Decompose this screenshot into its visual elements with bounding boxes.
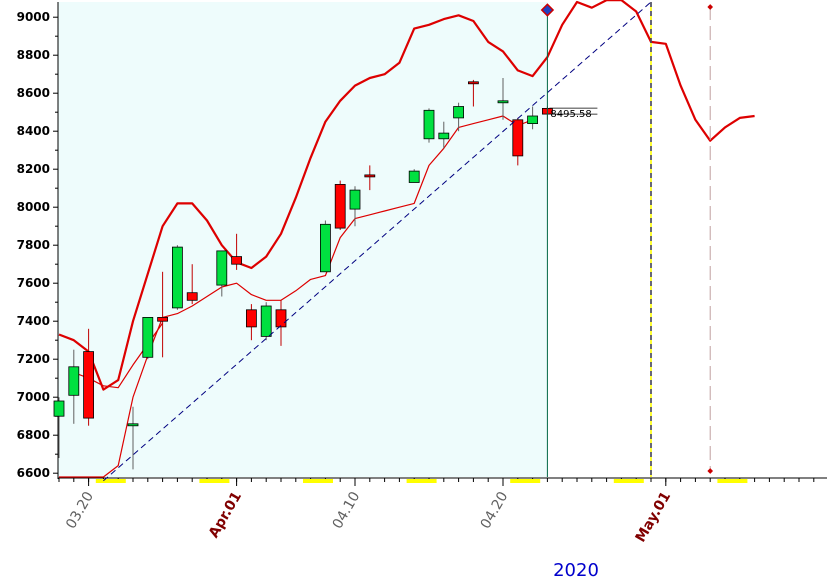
candle-body: [512, 119, 524, 157]
candle-body: [68, 366, 80, 396]
candle-body: [334, 183, 346, 229]
y-tick-label: 8400: [17, 124, 50, 138]
candle-body: [245, 309, 257, 328]
weekend-marker: [613, 479, 644, 483]
price-readout: 8495.58: [550, 109, 591, 120]
candle-body: [260, 305, 272, 337]
candle-body: [364, 174, 376, 178]
candle-body: [438, 132, 450, 140]
candle-body: [349, 189, 361, 210]
y-tick-label: 9000: [17, 10, 50, 24]
x-tick-label: Apr.01: [206, 489, 245, 541]
weekend-marker: [406, 479, 437, 483]
x-tick-label: 04.10: [330, 489, 364, 532]
weekend-marker: [199, 479, 230, 483]
weekend-marker: [510, 479, 541, 483]
end-marker-top: [707, 4, 714, 10]
weekend-marker: [717, 479, 748, 483]
weekend-marker: [95, 479, 126, 483]
candle-body: [408, 170, 420, 183]
candle-body: [157, 316, 169, 322]
y-tick-label: 7000: [17, 390, 50, 404]
candle-body: [53, 400, 65, 417]
overlay: 8495.58: [103, 1, 714, 482]
end-marker-bottom: [707, 468, 714, 474]
candle-body: [186, 292, 198, 301]
candle-body: [142, 316, 154, 358]
weekend-marker: [303, 479, 333, 483]
plot-background: [58, 2, 548, 477]
candle-body: [83, 351, 94, 419]
y-tick-label: 7800: [17, 238, 50, 252]
candle-body: [467, 81, 479, 85]
x-tick-label: 03.20: [63, 489, 97, 532]
trend-line: [103, 1, 652, 482]
upper-band-line: [58, 0, 755, 391]
y-tick-label: 7400: [17, 314, 50, 328]
candle-body: [275, 309, 287, 328]
y-tick-label: 6800: [17, 428, 50, 442]
candle-body: [423, 109, 435, 140]
x-tick-label: 04.20: [478, 489, 512, 532]
candle-body: [453, 106, 465, 119]
y-tick-label: 8800: [17, 48, 50, 62]
axes: [53, 2, 827, 486]
cursor-marker: [540, 3, 555, 17]
y-tick-label: 8000: [17, 200, 50, 214]
y-tick-label: 6600: [17, 466, 50, 480]
candle-body: [319, 223, 331, 273]
x-tick-label: May.01: [633, 489, 675, 545]
candle-body: [497, 100, 509, 104]
candle-body: [216, 250, 228, 286]
candle-body: [527, 115, 538, 124]
candle-body: [171, 246, 183, 309]
candles: [53, 78, 553, 470]
lower-band-line: [59, 115, 533, 478]
history-shade: [58, 2, 548, 477]
candle-body: [127, 423, 139, 427]
candle-body: [231, 256, 243, 265]
y-tick-label: 8600: [17, 86, 50, 100]
y-tick-label: 8200: [17, 162, 50, 176]
y-tick-label: 7600: [17, 276, 50, 290]
year-label: 2020: [553, 560, 599, 580]
y-tick-label: 7200: [17, 352, 50, 366]
